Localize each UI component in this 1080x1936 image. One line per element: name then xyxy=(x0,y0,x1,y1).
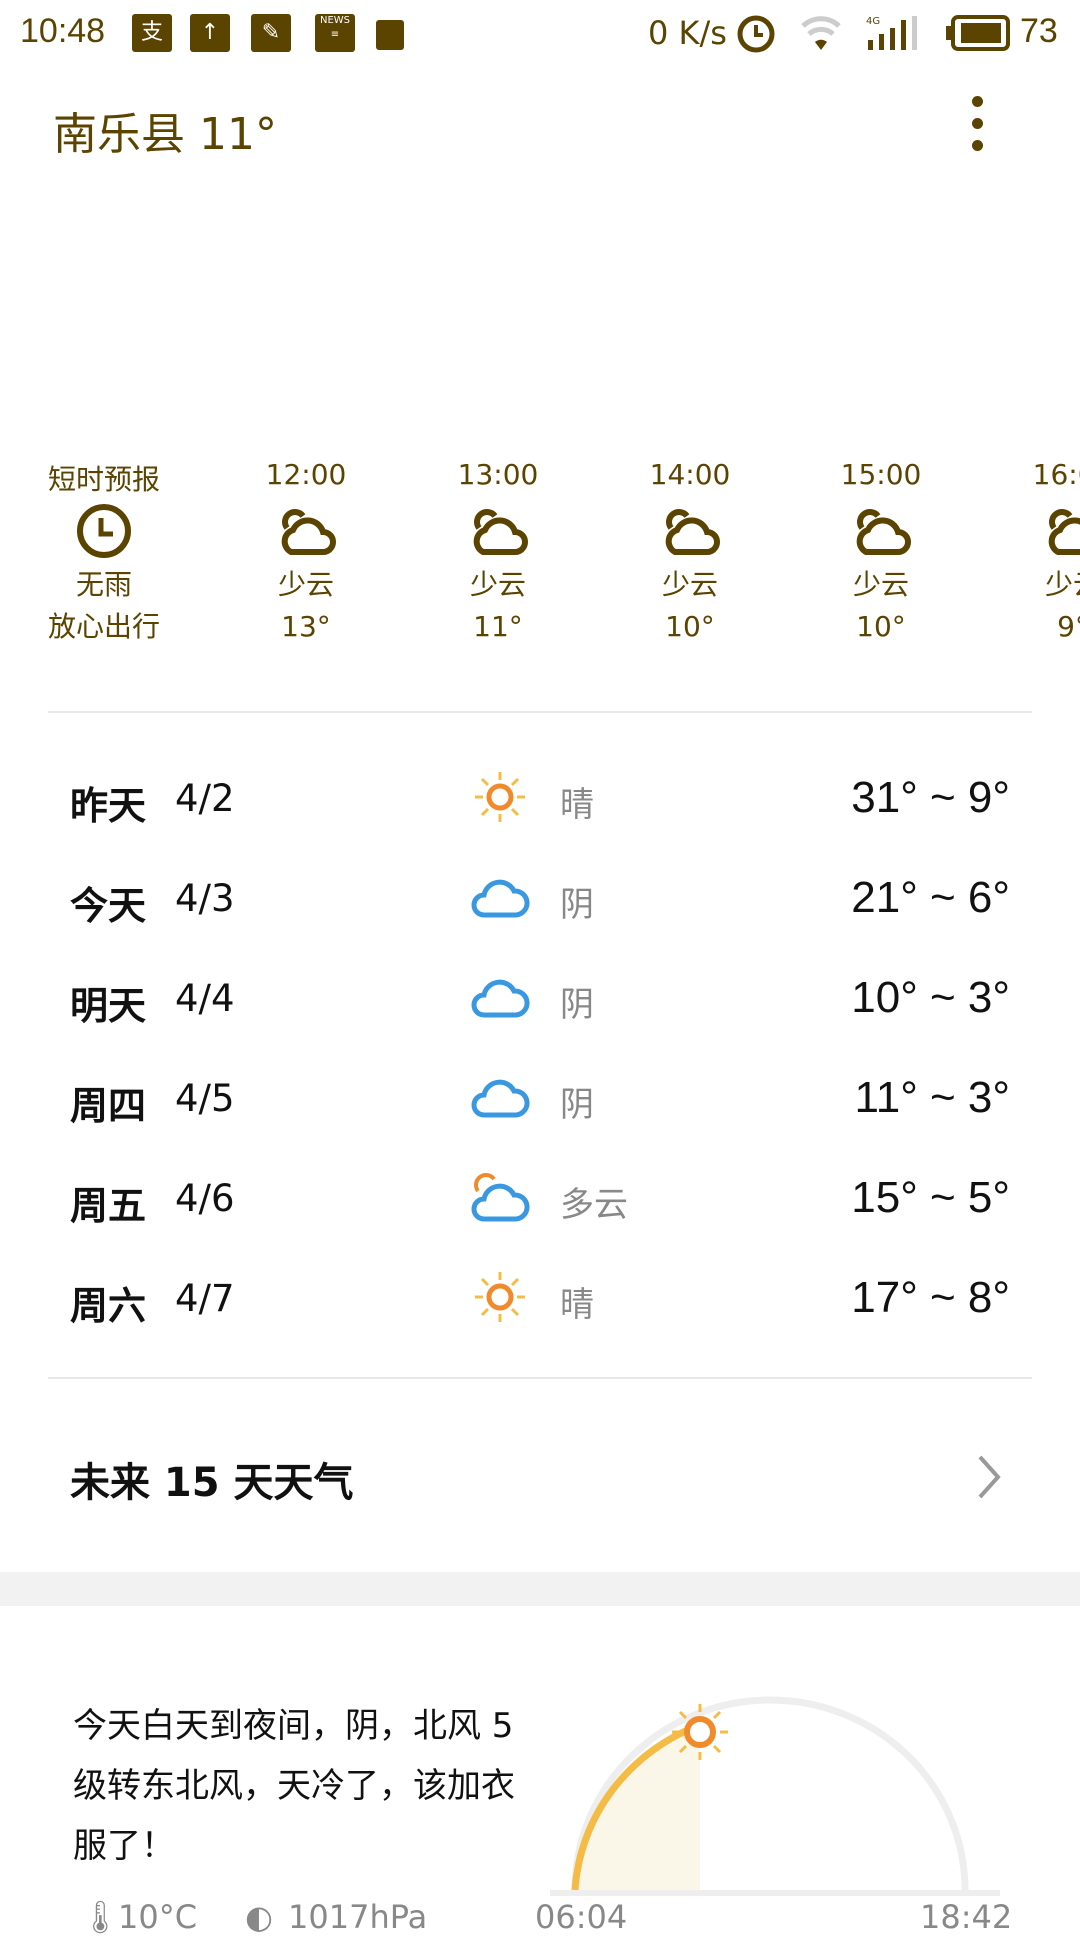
daily-row[interactable]: 周五 4/6 多云 15° ~ 5° xyxy=(0,1147,1080,1247)
day-name: 昨天 xyxy=(70,784,147,828)
divider xyxy=(48,711,1032,713)
cleaner-icon xyxy=(376,20,404,50)
day-desc: 晴 xyxy=(560,785,594,825)
daily-row[interactable]: 周四 4/5 阴 11° ~ 3° xyxy=(0,1047,1080,1147)
hour-desc: 少云 xyxy=(661,568,718,601)
hour-time: 短时预报 xyxy=(47,463,160,496)
daily-row[interactable]: 明天 4/4 阴 10° ~ 3° xyxy=(0,947,1080,1047)
status-bar: 10:48 支 ↑ ✎ NEWS ≡ 0 K/s 4G 73 xyxy=(0,0,1080,66)
hourly-item[interactable]: 15:00 少云 10° xyxy=(781,458,981,648)
partly-cloudy-icon xyxy=(590,498,790,564)
temperature-value: 10°C xyxy=(118,1898,198,1936)
wifi-icon xyxy=(801,16,841,50)
hour-temp: 10° xyxy=(665,610,715,643)
daily-row[interactable]: 周六 4/7 晴 17° ~ 8° xyxy=(0,1247,1080,1347)
sun-icon xyxy=(672,1704,728,1760)
daily-row[interactable]: 今天 4/3 阴 21° ~ 6° xyxy=(0,847,1080,947)
hourly-item[interactable]: 短时预报 无雨 放心出行 xyxy=(4,458,204,648)
hour-desc: 少云 xyxy=(469,568,526,601)
fifteen-day-label: 未来 15 天天气 xyxy=(70,1460,354,1506)
day-date: 4/4 xyxy=(175,977,235,1020)
alarm-icon xyxy=(737,15,775,53)
hour-desc: 少云 xyxy=(852,568,909,601)
hour-temp: 13° xyxy=(281,610,331,643)
partly-cloudy-icon xyxy=(973,498,1080,564)
hour-desc: 无雨 xyxy=(75,568,132,601)
hourly-item[interactable]: 12:00 少云 13° xyxy=(206,458,406,648)
upload-icon: ↑ xyxy=(190,14,230,52)
partly-cloudy-icon xyxy=(781,498,981,564)
thermometer-icon: 🌡 xyxy=(80,1898,121,1936)
day-temp-range: 10° ~ 3° xyxy=(851,973,1010,1022)
sunny-icon xyxy=(470,1269,530,1325)
partly-cloudy-icon xyxy=(206,498,406,564)
day-desc: 阴 xyxy=(560,885,594,925)
sunny-icon xyxy=(470,769,530,825)
hourly-item[interactable]: 14:00 少云 10° xyxy=(590,458,790,648)
partly-cloudy-icon xyxy=(398,498,598,564)
day-temp-range: 17° ~ 8° xyxy=(851,1273,1010,1322)
hour-time: 14:00 xyxy=(649,458,731,491)
pressure-icon: ◐ xyxy=(245,1898,273,1936)
hourly-item[interactable]: 13:00 少云 11° xyxy=(398,458,598,648)
day-desc: 晴 xyxy=(560,1285,594,1325)
cloudy-icon xyxy=(470,869,530,925)
fifteen-day-link[interactable]: 未来 15 天天气 xyxy=(0,1410,1080,1540)
day-temp-range: 15° ~ 5° xyxy=(851,1173,1010,1222)
hour-time: 16:00 xyxy=(1032,458,1080,491)
partly-cloudy-icon xyxy=(470,1169,530,1225)
day-name: 今天 xyxy=(70,884,147,928)
day-desc: 多云 xyxy=(560,1185,628,1225)
section-separator xyxy=(0,1572,1080,1606)
daily-row[interactable]: 昨天 4/2 晴 31° ~ 9° xyxy=(0,747,1080,847)
hour-time: 13:00 xyxy=(457,458,539,491)
news-icon: NEWS ≡ xyxy=(315,14,355,52)
sun-arc xyxy=(550,1696,1000,1896)
day-temp-range: 21° ~ 6° xyxy=(851,873,1010,922)
network-type: 4G xyxy=(866,16,880,27)
net-speed: 0 K/s xyxy=(648,14,727,52)
sunset-time: 18:42 xyxy=(920,1898,1013,1936)
day-name: 周五 xyxy=(70,1184,147,1228)
battery-icon xyxy=(946,15,1010,51)
day-desc: 阴 xyxy=(560,1085,594,1125)
cloudy-icon xyxy=(470,969,530,1025)
day-desc: 阴 xyxy=(560,985,594,1025)
chevron-right-icon xyxy=(978,1455,1001,1499)
alipay-icon: 支 xyxy=(132,14,172,52)
cloudy-icon xyxy=(470,1069,530,1125)
day-date: 4/3 xyxy=(175,877,235,920)
day-date: 4/2 xyxy=(175,777,235,820)
hour-time: 15:00 xyxy=(840,458,922,491)
day-date: 4/6 xyxy=(175,1177,235,1220)
hour-temp: 放心出行 xyxy=(47,610,160,643)
pressure-value: 1017hPa xyxy=(288,1898,428,1936)
battery-level: 73 xyxy=(1020,12,1058,50)
sunrise-time: 06:04 xyxy=(535,1898,628,1936)
more-options-button[interactable] xyxy=(972,96,986,162)
day-name: 明天 xyxy=(70,984,147,1028)
hour-temp: 9° xyxy=(1057,610,1080,643)
hour-desc: 少云 xyxy=(1044,568,1080,601)
page-title[interactable]: 南乐县 11° xyxy=(53,109,277,160)
gallery-icon: ✎ xyxy=(251,14,291,52)
hour-temp: 10° xyxy=(856,610,906,643)
hour-desc: 少云 xyxy=(277,568,334,601)
day-name: 周四 xyxy=(70,1084,147,1128)
hour-temp: 11° xyxy=(473,610,523,643)
hour-time: 12:00 xyxy=(265,458,347,491)
day-temp-range: 31° ~ 9° xyxy=(851,773,1010,822)
weather-summary: 今天白天到夜间，阴，北风 5 级转东北风，天冷了，该加衣服了！ xyxy=(73,1706,515,1866)
day-temp-range: 11° ~ 3° xyxy=(854,1073,1010,1122)
divider xyxy=(48,1377,1032,1379)
status-time: 10:48 xyxy=(20,12,106,50)
day-date: 4/7 xyxy=(175,1277,235,1320)
clock-icon xyxy=(4,498,204,564)
day-date: 4/5 xyxy=(175,1077,235,1120)
hourly-item[interactable]: 16:00 少云 9° xyxy=(973,458,1080,648)
day-name: 周六 xyxy=(70,1284,147,1328)
signal-icon: 4G xyxy=(866,16,917,50)
